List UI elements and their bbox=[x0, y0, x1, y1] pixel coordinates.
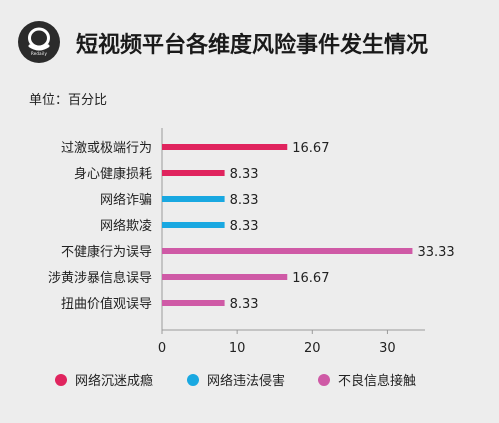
bar bbox=[162, 170, 225, 176]
legend-swatch bbox=[318, 373, 330, 386]
data-label: 16.67 bbox=[292, 141, 329, 156]
category-label: 网络欺凌 bbox=[100, 218, 152, 234]
category-label: 不健康行为误导 bbox=[61, 244, 152, 260]
legend-swatch bbox=[187, 373, 199, 386]
chart-legend: 网络沉迷成瘾 网络违法侵害 不良信息接触 bbox=[0, 370, 499, 392]
bar bbox=[162, 300, 225, 306]
bar bbox=[162, 248, 413, 254]
data-label: 8.33 bbox=[230, 193, 259, 208]
legend-item: 网络沉迷成瘾 bbox=[55, 370, 153, 389]
legend-item: 网络违法侵害 bbox=[187, 370, 285, 389]
unit-label: 单位：百分比 bbox=[29, 93, 108, 108]
category-label: 过激或极端行为 bbox=[61, 141, 152, 156]
data-label: 8.33 bbox=[230, 219, 259, 234]
x-tick-label: 30 bbox=[379, 341, 396, 356]
x-tick-label: 20 bbox=[304, 341, 321, 356]
legend-label: 网络违法侵害 bbox=[207, 374, 286, 389]
category-label: 涉黄涉暴信息误导 bbox=[48, 270, 152, 286]
legend-item: 不良信息接触 bbox=[318, 370, 416, 389]
chart-title: 短视频平台各维度风险事件发生情况 bbox=[76, 33, 429, 58]
legend-label: 网络沉迷成瘾 bbox=[75, 374, 154, 389]
category-label: 网络诈骗 bbox=[100, 192, 152, 208]
data-label: 8.33 bbox=[230, 297, 259, 312]
logo-wordmark: Redaily bbox=[30, 51, 48, 56]
brand-logo: Redaily bbox=[18, 21, 60, 63]
legend-swatch bbox=[55, 373, 67, 386]
category-label: 身心健康损耗 bbox=[74, 166, 152, 182]
bar bbox=[162, 274, 288, 280]
data-label: 33.33 bbox=[417, 245, 454, 260]
bar bbox=[162, 144, 288, 150]
data-label: 16.67 bbox=[292, 271, 329, 286]
bar bbox=[162, 222, 225, 228]
x-tick-label: 0 bbox=[158, 341, 166, 356]
bar bbox=[162, 196, 225, 202]
category-label: 扭曲价值观误导 bbox=[61, 296, 152, 312]
legend-label: 不良信息接触 bbox=[338, 374, 417, 389]
x-tick-label: 10 bbox=[229, 341, 246, 356]
data-label: 8.33 bbox=[230, 167, 259, 182]
